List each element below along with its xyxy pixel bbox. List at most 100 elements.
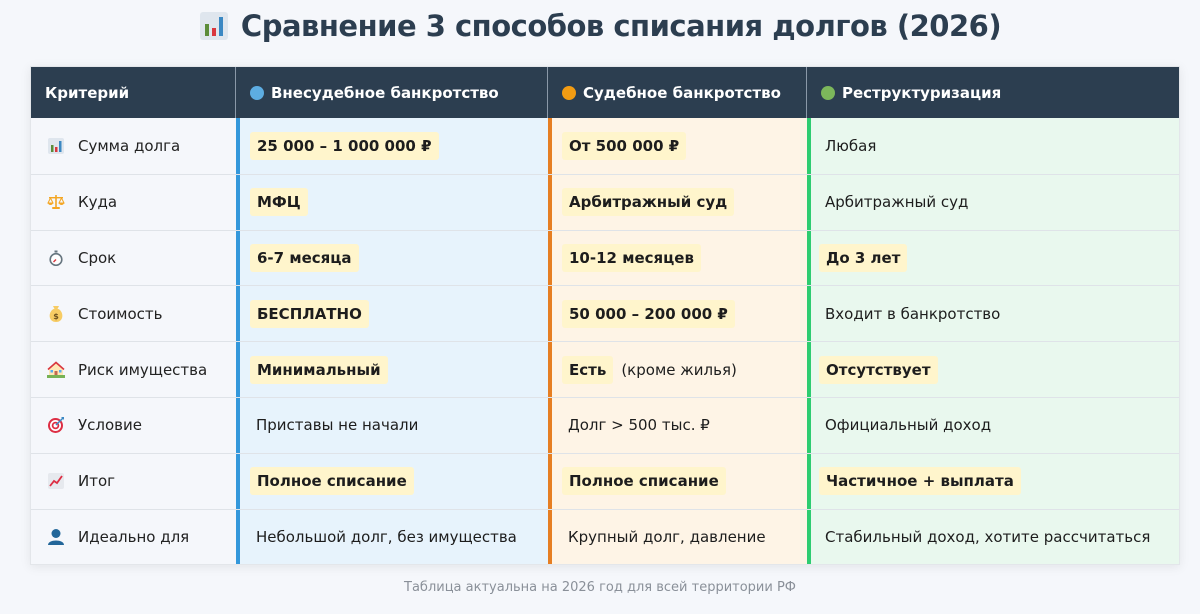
method3-cell: Отсутствует — [807, 342, 1179, 397]
highlighted-value: БЕСПЛАТНО — [250, 299, 369, 328]
table-row: $ Стоимость БЕСПЛАТНО 50 000 – 200 000 ₽ Вхо… — [31, 285, 1179, 342]
method3-cell: Стабильный доход, хотите рассчитаться — [807, 509, 1179, 565]
cell-value: Любая — [825, 136, 877, 155]
table-row: Итог Полное списание Полное списание Частич… — [31, 452, 1179, 509]
footer-note: Таблица актуальна на 2026 год для всей т… — [404, 580, 796, 595]
method2-cell: Полное списание — [548, 453, 807, 509]
criterion-label: Итог — [78, 472, 116, 491]
method2-cell: 10-12 месяцев — [548, 230, 807, 286]
highlighted-value: Есть — [562, 355, 614, 384]
page-title-text: Сравнение 3 способов списания долгов (20… — [240, 9, 1002, 43]
header-method3: Реструктуризация — [807, 67, 1179, 118]
stopwatch-icon — [47, 249, 65, 267]
highlighted-value: Минимальный — [250, 355, 388, 384]
highlighted-value: Частичное + выплата — [819, 467, 1021, 496]
blue-dot-icon — [250, 85, 264, 100]
header-method2-label: Судебное банкротство — [583, 83, 781, 102]
method1-cell: БЕСПЛАТНО — [236, 286, 548, 342]
method3-cell: Арбитражный суд — [807, 174, 1179, 230]
criterion-cell: Сумма долга — [31, 118, 236, 174]
highlighted-value: Отсутствует — [819, 355, 938, 384]
cell-note: (кроме жилья) — [621, 360, 737, 379]
table-header: Критерий Внесудебное банкротство Судебно… — [31, 67, 1179, 118]
highlighted-value: 10-12 месяцев — [562, 243, 701, 272]
method1-cell: Полное списание — [236, 453, 548, 509]
criterion-cell: Риск имущества — [31, 342, 236, 397]
method3-cell: До 3 лет — [807, 230, 1179, 286]
method3-cell: Входит в банкротство — [807, 286, 1179, 342]
table-body: Сумма долга 25 000 – 1 000 000 ₽ От 500 00… — [31, 118, 1179, 565]
criterion-cell: Срок — [31, 230, 236, 286]
scales-icon — [47, 193, 65, 211]
criterion-cell: Идеально для — [31, 509, 236, 565]
cell-value: Стабильный доход, хотите рассчитаться — [825, 527, 1151, 546]
criterion-cell: $ Стоимость — [31, 286, 236, 342]
criterion-label: Риск имущества — [78, 360, 208, 379]
highlighted-value: Полное списание — [562, 467, 726, 496]
method2-cell: 50 000 – 200 000 ₽ — [548, 286, 807, 342]
bar-chart-icon — [47, 137, 65, 155]
method1-cell: Приставы не начали — [236, 397, 548, 453]
highlighted-value: 25 000 – 1 000 000 ₽ — [250, 131, 439, 160]
table-row: Куда МФЦ Арбитражный суд Арбитражный суд — [31, 173, 1179, 230]
highlighted-value: 6-7 месяца — [250, 243, 359, 272]
cell-value: Небольшой долг, без имущества — [256, 527, 517, 546]
header-method2: Судебное банкротство — [548, 67, 807, 118]
criterion-label: Куда — [78, 193, 118, 212]
highlighted-value: До 3 лет — [819, 243, 908, 272]
method1-cell: 25 000 – 1 000 000 ₽ — [236, 118, 548, 174]
svg-text:$: $ — [53, 312, 59, 321]
criterion-label: Идеально для — [78, 527, 190, 546]
table-row: Срок 6-7 месяца 10-12 месяцев До 3 лет — [31, 229, 1179, 286]
table-row: Идеально для Небольшой долг, без имуществ… — [31, 508, 1179, 565]
highlighted-value: Полное списание — [250, 467, 414, 496]
target-icon — [47, 416, 65, 434]
criterion-label: Условие — [78, 416, 142, 435]
page-title: Сравнение 3 способов списания долгов (20… — [0, 4, 1200, 48]
cell-value: Приставы не начали — [256, 416, 419, 435]
method2-cell: Долг > 500 тыс. ₽ — [548, 397, 807, 453]
method1-cell: 6-7 месяца — [236, 230, 548, 286]
highlighted-value: Арбитражный суд — [562, 188, 735, 217]
method3-cell: Частичное + выплата — [807, 453, 1179, 509]
criterion-label: Срок — [78, 248, 117, 267]
header-criterion: Критерий — [31, 67, 236, 118]
method3-cell: Официальный доход — [807, 397, 1179, 453]
method2-cell: Крупный долг, давление — [548, 509, 807, 565]
highlighted-value: От 500 000 ₽ — [562, 131, 687, 160]
method2-cell: Есть (кроме жилья) — [548, 342, 807, 397]
criterion-label: Сумма долга — [78, 136, 181, 155]
method2-cell: Арбитражный суд — [548, 174, 807, 230]
method1-cell: МФЦ — [236, 174, 548, 230]
highlighted-value: 50 000 – 200 000 ₽ — [562, 299, 735, 328]
person-icon — [47, 528, 65, 546]
table-row: Сумма долга 25 000 – 1 000 000 ₽ От 500 00… — [31, 118, 1179, 174]
header-method1: Внесудебное банкротство — [236, 67, 548, 118]
method2-cell: От 500 000 ₽ — [548, 118, 807, 174]
header-method1-label: Внесудебное банкротство — [271, 83, 499, 102]
criterion-cell: Куда — [31, 174, 236, 230]
green-dot-icon — [821, 85, 835, 100]
highlighted-value: МФЦ — [250, 188, 308, 217]
cell-value: Крупный долг, давление — [568, 527, 766, 546]
header-method3-label: Реструктуризация — [842, 83, 1002, 102]
header-criterion-label: Критерий — [45, 83, 130, 102]
cell-value: Входит в банкротство — [825, 304, 1001, 323]
cell-value: Долг > 500 тыс. ₽ — [568, 416, 710, 435]
method1-cell: Небольшой долг, без имущества — [236, 509, 548, 565]
orange-dot-icon — [562, 85, 576, 100]
criterion-label: Стоимость — [78, 304, 163, 323]
money-bag-icon: $ — [47, 305, 65, 323]
table-row: Условие Приставы не начали Долг > 500 тыс.… — [31, 396, 1179, 453]
table-row: Риск имущества Минимальный Есть (кроме жиль… — [31, 341, 1179, 397]
method3-cell: Любая — [807, 118, 1179, 174]
method1-cell: Минимальный — [236, 342, 548, 397]
trend-chart-icon — [47, 472, 65, 490]
cell-value: Официальный доход — [825, 416, 992, 435]
bar-chart-icon — [199, 11, 229, 41]
house-icon — [47, 361, 65, 379]
criterion-cell: Итог — [31, 453, 236, 509]
criterion-cell: Условие — [31, 397, 236, 453]
cell-value: Арбитражный суд — [825, 193, 969, 212]
